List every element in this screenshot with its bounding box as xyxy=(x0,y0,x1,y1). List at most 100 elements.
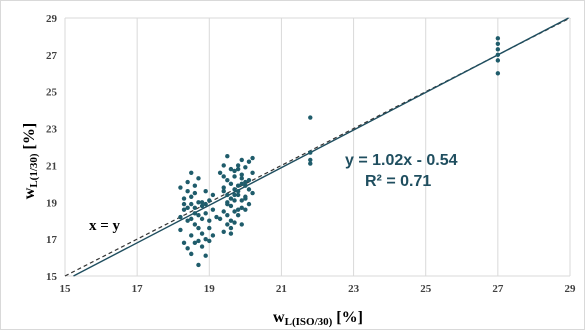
y-tick-label-4: 23 xyxy=(46,124,58,136)
trendline-equation: y = 1.02x - 0.54 xyxy=(345,152,458,169)
identity-line-label: x = y xyxy=(89,218,121,234)
data-point-68 xyxy=(250,170,255,175)
data-point-88 xyxy=(239,176,244,181)
data-point-52 xyxy=(232,187,237,192)
data-point-21 xyxy=(196,225,201,231)
data-point-47 xyxy=(221,163,226,168)
data-point-58 xyxy=(235,207,241,212)
y-axis-title: wL(1/30) [%] xyxy=(21,123,40,199)
data-point-14 xyxy=(199,231,205,236)
data-point-7 xyxy=(189,233,194,238)
data-point-70 xyxy=(250,155,255,161)
data-point-61 xyxy=(239,181,244,187)
data-point-57 xyxy=(232,220,237,225)
r-squared-label: R² = 0.71 xyxy=(365,173,431,190)
data-point-42 xyxy=(221,209,226,214)
data-point-72 xyxy=(225,212,230,218)
data-point-44 xyxy=(221,189,226,194)
data-point-25 xyxy=(196,262,201,268)
data-point-84 xyxy=(225,201,230,207)
data-point-104 xyxy=(308,115,313,120)
vertical-gridlines xyxy=(64,17,571,277)
data-point-106 xyxy=(308,157,313,163)
y-tick-label-7: 29 xyxy=(46,13,58,25)
data-point-45 xyxy=(225,177,230,183)
data-point-92 xyxy=(243,194,248,199)
data-point-23 xyxy=(203,189,208,194)
data-point-54 xyxy=(232,174,237,179)
data-point-97 xyxy=(189,194,194,199)
data-point-66 xyxy=(243,207,248,212)
y-axis-unit: [%] xyxy=(21,123,38,150)
data-point-86 xyxy=(217,170,223,175)
y-tick-label-1: 17 xyxy=(46,234,58,246)
x-axis-title: wL(ISO/30) [%] xyxy=(273,309,363,328)
data-point-113 xyxy=(495,71,501,76)
data-point-69 xyxy=(246,159,252,164)
data-point-108 xyxy=(495,36,501,41)
data-point-109 xyxy=(495,41,501,46)
data-point-1 xyxy=(181,207,187,212)
x-tick-label-3: 21 xyxy=(276,283,287,295)
data-point-9 xyxy=(181,196,187,201)
data-point-51 xyxy=(228,196,234,201)
data-point-78 xyxy=(225,192,230,198)
data-point-90 xyxy=(246,201,252,207)
data-point-46 xyxy=(228,166,234,172)
data-point-67 xyxy=(246,177,252,183)
data-point-55 xyxy=(235,166,241,172)
data-point-13 xyxy=(196,238,201,244)
data-point-26 xyxy=(185,189,190,194)
data-point-100 xyxy=(199,203,205,209)
trendline xyxy=(73,17,569,277)
data-point-96 xyxy=(185,205,190,211)
data-point-30 xyxy=(192,240,198,246)
x-tick-labels: 15 17 19 21 23 25 27 29 xyxy=(60,283,577,295)
y-tick-label-2: 19 xyxy=(46,197,58,209)
data-point-75 xyxy=(235,189,241,194)
data-point-18 xyxy=(199,200,205,205)
data-point-82 xyxy=(239,157,244,163)
data-point-95 xyxy=(232,192,237,198)
data-point-77 xyxy=(228,181,234,187)
x-tick-label-1: 17 xyxy=(132,283,144,295)
x-tick-label-4: 23 xyxy=(348,283,360,295)
x-axis-subscript: L(ISO/30) xyxy=(285,316,333,328)
data-point-79 xyxy=(221,174,226,179)
data-point-29 xyxy=(203,236,208,242)
data-point-0 xyxy=(178,185,183,190)
data-point-39 xyxy=(207,225,212,231)
data-point-99 xyxy=(196,200,201,205)
data-point-38 xyxy=(214,214,219,220)
data-point-22 xyxy=(199,216,205,222)
data-point-112 xyxy=(495,58,501,63)
data-point-2 xyxy=(185,179,190,185)
data-point-60 xyxy=(235,192,241,198)
data-point-27 xyxy=(181,201,187,207)
x-tick-label-2: 19 xyxy=(204,283,216,295)
data-point-87 xyxy=(217,216,223,222)
data-point-5 xyxy=(181,240,187,246)
data-point-80 xyxy=(232,168,237,174)
x-axis-main: w xyxy=(273,309,285,326)
data-point-71 xyxy=(243,183,248,188)
data-point-62 xyxy=(239,172,244,177)
data-point-65 xyxy=(246,187,252,192)
data-point-74 xyxy=(232,198,237,203)
y-tick-labels: 15 17 19 21 23 25 27 29 xyxy=(46,13,58,283)
x-tick-label-0: 15 xyxy=(60,283,72,295)
x-tick-label-6: 27 xyxy=(492,283,504,295)
data-point-36 xyxy=(207,198,212,203)
data-points xyxy=(178,36,501,268)
data-point-107 xyxy=(308,161,313,166)
data-point-85 xyxy=(221,185,226,190)
data-point-63 xyxy=(243,165,248,170)
reference-lines xyxy=(64,17,571,277)
data-point-17 xyxy=(196,176,201,181)
x-tick-label-7: 29 xyxy=(565,283,577,295)
data-point-33 xyxy=(210,233,216,238)
data-point-31 xyxy=(196,212,201,218)
data-point-41 xyxy=(225,222,230,227)
data-point-10 xyxy=(185,218,190,223)
data-point-49 xyxy=(228,218,234,223)
